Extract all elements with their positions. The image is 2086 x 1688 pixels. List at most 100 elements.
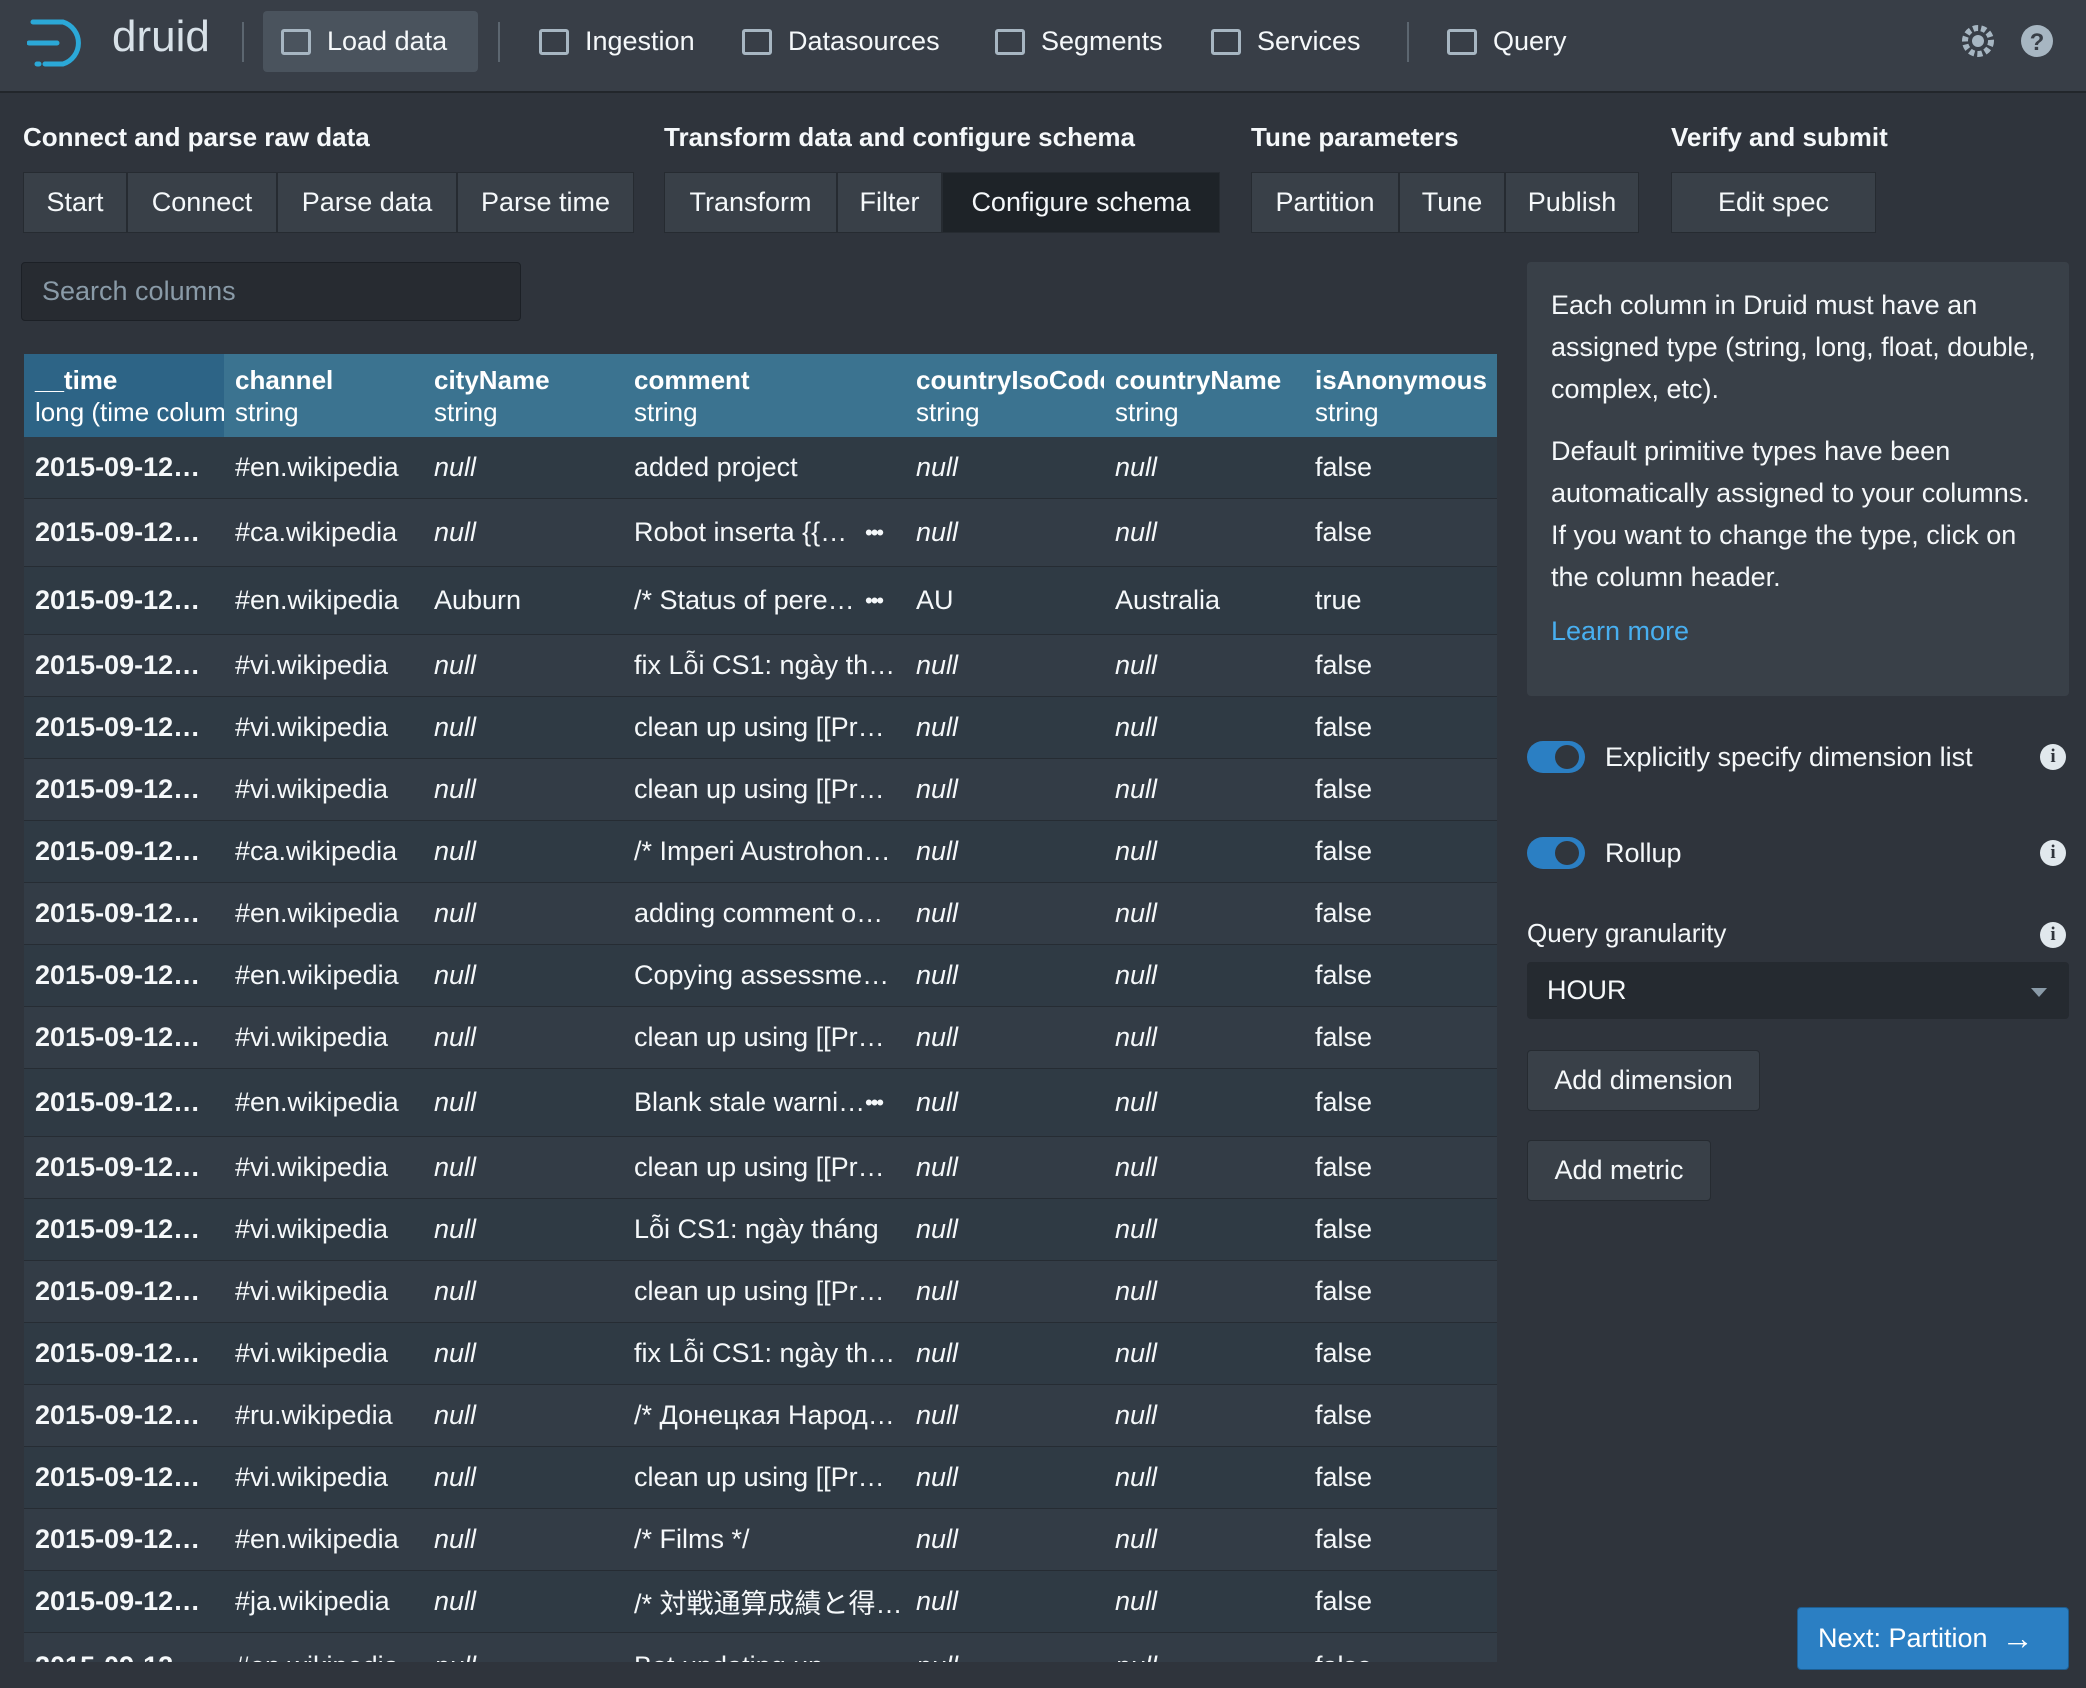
next-arrow: →	[2001, 1620, 2034, 1656]
table-cell: null	[434, 452, 477, 482]
toggle[interactable]	[1527, 837, 1585, 869]
table-cell: 2015-09-12…	[35, 1276, 201, 1306]
step-button[interactable]: Start	[23, 172, 127, 233]
table-cell: null	[434, 712, 477, 742]
table-row: 2015-09-12… #en.wikipedia Auburn /* Status …	[24, 567, 1497, 635]
table-cell: false	[1315, 712, 1373, 742]
table-cell: null	[434, 1022, 477, 1052]
search-input[interactable]: Search columns	[21, 262, 521, 321]
toggle[interactable]	[1527, 741, 1585, 773]
table-cell: 2015-09-12…	[35, 585, 201, 615]
info-icon[interactable]: i	[2040, 744, 2066, 770]
table-cell: false	[1315, 1462, 1373, 1492]
column-header[interactable]: isAnonymous string	[1304, 354, 1497, 437]
step-group-title: Tune parameters	[1251, 122, 1459, 152]
step-button[interactable]: Parse time	[457, 172, 634, 233]
table-row: 2015-09-12… #vi.wikipedia null clean up usi…	[24, 697, 1497, 759]
table-cell: added project	[634, 452, 798, 482]
table-cell: 2015-09-12…	[24, 1633, 224, 1662]
column-type: string	[235, 397, 299, 427]
table-cell: null	[434, 1586, 477, 1616]
table-cell: null	[1115, 1524, 1158, 1554]
info-icon[interactable]: i	[2040, 922, 2066, 948]
table-cell: null	[1115, 650, 1158, 680]
table-cell: Robot inserta {{…	[634, 517, 848, 547]
step-button[interactable]: Transform	[664, 172, 837, 233]
table-cell: #vi.wikipedia	[235, 712, 389, 742]
table-cell: #en.wikipedia	[235, 1524, 399, 1554]
table-cell: #ca.wikipedia	[235, 517, 398, 547]
nav-item[interactable]: Segments	[995, 11, 1195, 72]
column-header[interactable]: countryIsoCode string	[905, 354, 1104, 437]
more-icon[interactable]: •••	[865, 1089, 884, 1115]
column-header[interactable]: channel string	[224, 354, 423, 437]
table-cell: #en.wikipedia	[235, 1087, 399, 1117]
granularity-label: Query granularity	[1527, 918, 1727, 948]
table-row: 2015-09-12… #vi.wikipedia null clean up usi…	[24, 1137, 1497, 1199]
more-icon[interactable]: •••	[865, 1633, 884, 1663]
more-icon[interactable]: •••	[865, 587, 884, 613]
table-cell: null	[916, 1462, 959, 1492]
next-button[interactable]: Next: Partition →	[1797, 1607, 2069, 1670]
table-cell: 2015-09-12…	[35, 1022, 201, 1052]
step-button[interactable]: Parse data	[277, 172, 457, 233]
step-button[interactable]: Edit spec	[1671, 172, 1876, 233]
table-cell: null	[916, 1087, 959, 1117]
column-name: channel	[235, 365, 334, 395]
nav-label: Query	[1493, 26, 1567, 56]
table-cell: #vi.wikipedia	[235, 1214, 389, 1244]
table-cell: Blank stale warni…	[634, 1087, 865, 1117]
granularity-select[interactable]: HOUR	[1527, 962, 2069, 1019]
step-button[interactable]: Tune	[1399, 172, 1505, 233]
column-header[interactable]: countryName string	[1104, 354, 1304, 437]
table-cell: null	[434, 774, 477, 804]
nav-item[interactable]: Query	[1447, 11, 1607, 72]
side-button[interactable]: Add metric	[1527, 1140, 1711, 1201]
nav-item[interactable]: Datasources	[742, 11, 972, 72]
step-button[interactable]: Filter	[837, 172, 942, 233]
nav-item[interactable]: Load data	[263, 11, 478, 72]
step-button[interactable]: Configure schema	[942, 172, 1220, 233]
table-cell: null	[1115, 898, 1158, 928]
more-icon[interactable]: •••	[865, 519, 884, 545]
column-header[interactable]: cityName string	[423, 354, 623, 437]
table-cell: #vi.wikipedia	[235, 1338, 389, 1368]
table-cell: false	[1315, 1276, 1373, 1306]
learn-more-link[interactable]: Learn more	[1551, 616, 1690, 646]
table-cell: #vi.wikipedia	[235, 1152, 389, 1182]
table-cell: 2015-09-12…	[35, 1152, 201, 1182]
table-cell: null	[1115, 1462, 1158, 1492]
table-cell: false	[1315, 898, 1373, 928]
table-cell: Bot updating up…	[623, 1633, 865, 1662]
table-cell: null	[1115, 517, 1158, 547]
nav-icon	[742, 28, 772, 55]
step-button[interactable]: Connect	[127, 172, 277, 233]
table-cell: null	[916, 1338, 959, 1368]
table-cell: /* 対戦通算成績と得…	[634, 1589, 903, 1619]
table-cell: fix Lỗi CS1: ngày th…	[634, 650, 896, 680]
step-button[interactable]: Partition	[1251, 172, 1399, 233]
table-cell: null	[434, 1087, 477, 1117]
table-cell: clean up using [[Pr…	[634, 1022, 885, 1052]
column-header[interactable]: comment string	[623, 354, 905, 437]
nav-item[interactable]: Services	[1211, 11, 1391, 72]
table-cell: null	[916, 1524, 959, 1554]
table-cell: 2015-09-12…	[35, 1462, 201, 1492]
info-icon[interactable]: i	[2040, 840, 2066, 866]
table-cell: false	[1315, 960, 1373, 990]
table-row: 2015-09-12… #en.wikipedia null Copying asse…	[24, 945, 1497, 1007]
table-cell: /* Films */	[634, 1524, 750, 1554]
table-cell: false	[1315, 1152, 1373, 1182]
side-button[interactable]: Add dimension	[1527, 1050, 1760, 1111]
table-cell: null	[916, 774, 959, 804]
table-cell: null	[1115, 960, 1158, 990]
table-cell: null	[916, 960, 959, 990]
step-button[interactable]: Publish	[1505, 172, 1639, 233]
table-cell: #vi.wikipedia	[235, 650, 389, 680]
nav-icon	[281, 28, 311, 55]
table-cell: null	[434, 836, 477, 866]
table-cell: #ja.wikipedia	[235, 1586, 390, 1616]
nav-item[interactable]: Ingestion	[539, 11, 719, 72]
